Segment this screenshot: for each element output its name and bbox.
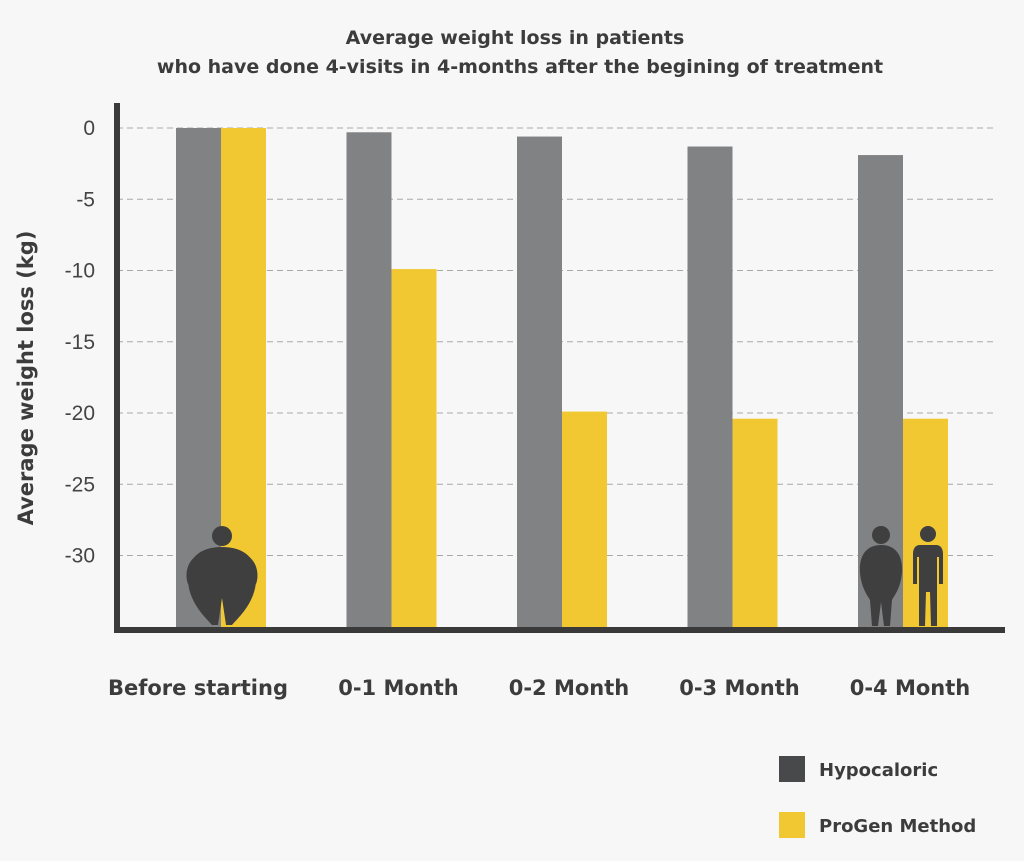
bar-progen-1 [391, 269, 437, 629]
legend-swatch [779, 756, 805, 782]
x-tick-label: 0-4 Month [850, 676, 971, 700]
slim-person-icon [913, 526, 943, 626]
y-tick-label: -5 [76, 188, 95, 211]
bar-hypocaloric-3 [687, 146, 733, 629]
bar-hypocaloric-1 [346, 132, 392, 629]
overweight-person-icon [859, 526, 903, 626]
x-tick-label: 0-3 Month [679, 676, 800, 700]
y-tick-label: -15 [65, 331, 95, 354]
obese-person-icon [186, 526, 258, 625]
axis-labels: 0 -5 -10 -15 -20 -25 -30 Before starting 0-1 Mon… [65, 117, 971, 700]
y-tick-label: -10 [65, 260, 95, 283]
legend-label: Hypocaloric [819, 760, 938, 781]
bar-progen-3 [732, 418, 778, 629]
bar-progen-2 [562, 411, 607, 629]
chart-subtitle: who have done 4-visits in 4-months after… [157, 56, 883, 78]
bar-hypocaloric-0 [176, 128, 221, 629]
x-tick-label: Before starting [108, 676, 288, 700]
x-tick-label: 0-1 Month [338, 676, 459, 700]
y-tick-label: -25 [65, 473, 95, 496]
y-tick-label: -30 [65, 545, 95, 568]
y-axis-label: Average weight loss (kg) [14, 231, 38, 526]
legend-swatch [779, 812, 805, 838]
bar-hypocaloric-2 [517, 136, 562, 630]
y-tick-label: -20 [65, 402, 95, 425]
bar-progen-0 [221, 128, 266, 629]
bars [176, 128, 948, 630]
x-tick-label: 0-2 Month [509, 676, 630, 700]
y-tick-label: 0 [83, 117, 95, 140]
legend: Hypocaloric ProGen Method [779, 756, 976, 838]
chart-title: Average weight loss in patients [346, 27, 685, 49]
axes [114, 103, 1005, 633]
gridlines [117, 127, 995, 556]
legend-label: ProGen Method [819, 816, 976, 837]
